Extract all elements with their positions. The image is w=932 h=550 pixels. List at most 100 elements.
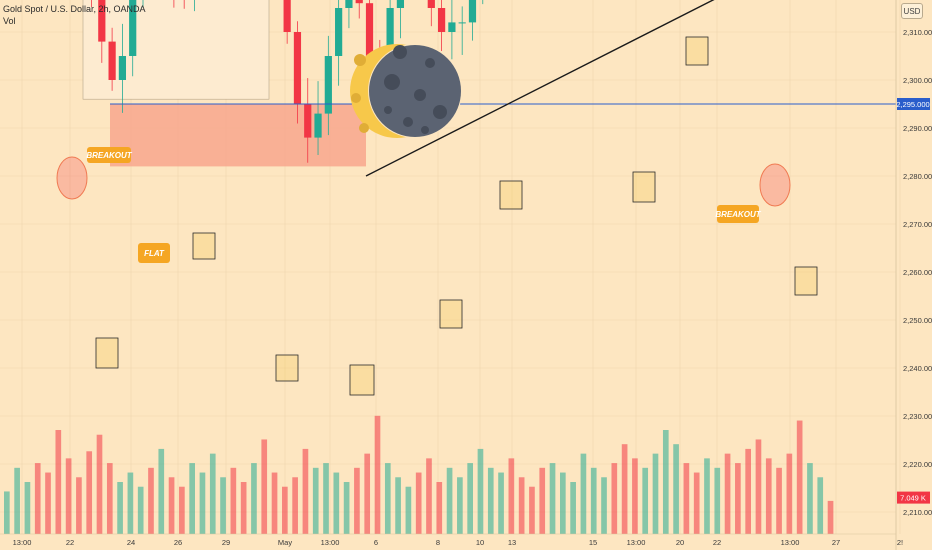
volume-bar bbox=[158, 448, 165, 534]
time-tick-label: 15 bbox=[589, 538, 597, 547]
moon-crater bbox=[384, 74, 400, 90]
volume-bar bbox=[323, 463, 329, 534]
volume-bar bbox=[426, 458, 432, 534]
candle-body bbox=[335, 8, 343, 56]
breakout-badge-label: BREAKOUT bbox=[86, 151, 132, 160]
moon-icon bbox=[350, 44, 462, 138]
time-tick-label: 13:00 bbox=[627, 538, 646, 547]
volume-bar bbox=[384, 463, 391, 534]
volume-bar bbox=[230, 467, 237, 534]
volume-bar bbox=[199, 472, 206, 534]
candle-body bbox=[118, 56, 127, 80]
volume-bar bbox=[168, 477, 175, 534]
volume-bar bbox=[395, 477, 401, 534]
breakout-badge bbox=[717, 205, 759, 223]
volume-bar bbox=[673, 444, 679, 534]
price-tick-label: 2,210.000 bbox=[903, 508, 932, 517]
marker-box bbox=[499, 180, 523, 210]
currency-button[interactable]: USD bbox=[901, 3, 923, 19]
candle-body bbox=[129, 0, 137, 57]
candle-body bbox=[386, 8, 394, 80]
volume-bar bbox=[364, 453, 371, 534]
candle-body bbox=[283, 0, 291, 32]
ascending-trendline bbox=[365, 0, 715, 177]
candle-body bbox=[396, 0, 405, 8]
volume-bar bbox=[590, 467, 597, 534]
time-tick-label: 6 bbox=[374, 538, 378, 547]
volume-bar bbox=[508, 458, 515, 534]
volume-bar bbox=[693, 472, 700, 534]
volume-bar bbox=[405, 486, 412, 534]
volume-bar bbox=[117, 482, 123, 534]
candle-body bbox=[98, 0, 106, 42]
flat-badge bbox=[138, 243, 170, 263]
volume-bar bbox=[601, 477, 607, 534]
volume-bar bbox=[4, 491, 10, 534]
price-tick-label: 2,230.000 bbox=[903, 412, 932, 421]
breakout-badge bbox=[87, 147, 131, 163]
time-tick-label: May bbox=[278, 538, 292, 547]
price-tag bbox=[897, 98, 930, 110]
volume-bar bbox=[45, 472, 51, 534]
price-tag-label: 7.049 K bbox=[900, 494, 926, 503]
volume-bar bbox=[560, 472, 566, 534]
moon-crater bbox=[425, 58, 435, 68]
volume-bar bbox=[209, 453, 216, 534]
volume-bar bbox=[148, 467, 154, 534]
breakout-circle bbox=[759, 163, 791, 207]
candle-body bbox=[324, 56, 332, 114]
volume-bar bbox=[34, 463, 41, 534]
marker-box bbox=[632, 171, 656, 203]
moon-crater bbox=[414, 89, 426, 101]
candle-body bbox=[448, 22, 456, 32]
volume-bar bbox=[179, 486, 185, 534]
volume-bar bbox=[261, 439, 268, 534]
time-tick-label: 13:00 bbox=[781, 538, 800, 547]
volume-label: Vol bbox=[3, 16, 16, 26]
price-tick-label: 2,240.000 bbox=[903, 364, 932, 373]
volume-bar bbox=[467, 463, 473, 534]
breakout-badge-label: BREAKOUT bbox=[715, 210, 761, 219]
moon-body bbox=[369, 45, 461, 137]
time-tick-label: 24 bbox=[127, 538, 135, 547]
volume-bar bbox=[333, 472, 340, 534]
marker-box bbox=[192, 232, 216, 260]
moon-crater bbox=[403, 117, 413, 127]
price-tick-label: 2,290.000 bbox=[903, 124, 932, 133]
candle-body bbox=[437, 8, 446, 32]
volume-bar bbox=[570, 482, 576, 534]
volume-bar bbox=[127, 472, 134, 534]
time-tick-label: 29 bbox=[222, 538, 230, 547]
volume-bar bbox=[271, 472, 278, 534]
price-tick-label: 2,280.000 bbox=[903, 172, 932, 181]
volume-bar bbox=[106, 463, 113, 534]
marker-box bbox=[685, 36, 709, 66]
volume-bar bbox=[302, 448, 309, 534]
volume-bar bbox=[55, 430, 62, 534]
time-tick-label: 2! bbox=[897, 538, 903, 547]
volume-bar bbox=[343, 482, 350, 534]
price-tick-label: 2,220.000 bbox=[903, 460, 932, 469]
volume-bar bbox=[312, 467, 319, 534]
moon-crater bbox=[351, 93, 361, 103]
moon-crater bbox=[359, 123, 369, 133]
annotations: BREAKOUT BREAKOUT FLAT bbox=[56, 36, 818, 396]
marker-box bbox=[349, 364, 375, 396]
volume-bar bbox=[529, 486, 535, 534]
volume-bar bbox=[632, 458, 638, 534]
volume-bar bbox=[786, 453, 793, 534]
volume-bar bbox=[96, 434, 103, 534]
volume-bar bbox=[251, 463, 257, 534]
volume-bar bbox=[549, 463, 556, 534]
volume-bar bbox=[137, 486, 144, 534]
price-axis: 2,210.000 2,220.000 2,230.000 2,240.000 2,25… bbox=[895, 0, 932, 550]
candle-body bbox=[314, 113, 322, 138]
volume-bar bbox=[518, 477, 525, 534]
volume-bar bbox=[776, 467, 782, 534]
candle-body bbox=[365, 3, 374, 56]
price-tick-label: 2,270.000 bbox=[903, 220, 932, 229]
time-tick-label: 13:00 bbox=[321, 538, 340, 547]
moon-crater bbox=[433, 105, 447, 119]
moon-crater bbox=[384, 106, 392, 114]
